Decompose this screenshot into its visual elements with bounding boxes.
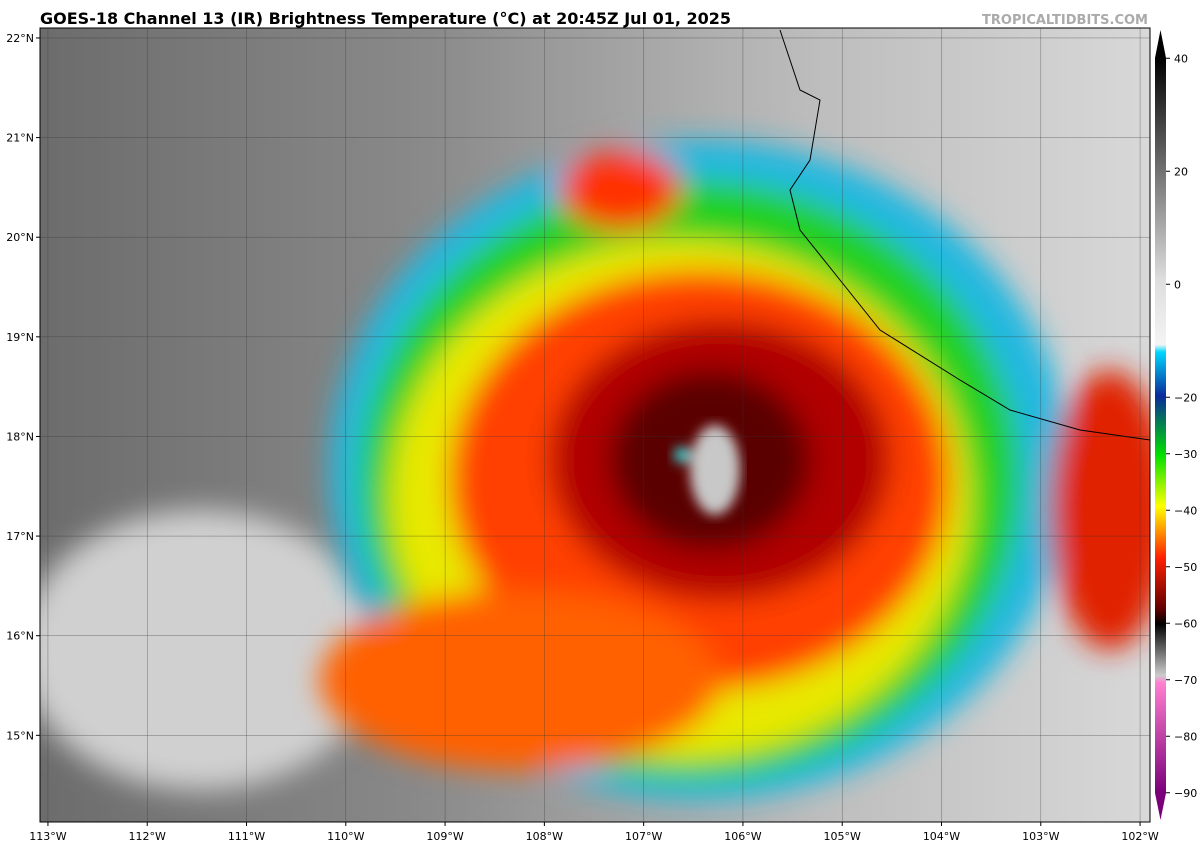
- colorbar: [1155, 58, 1166, 793]
- colorbar-extend-bottom: [1155, 793, 1166, 820]
- lat-label: 20°N: [6, 231, 34, 244]
- colorbar-label: −40: [1174, 504, 1197, 517]
- colorbar-extend-top: [1155, 30, 1166, 58]
- lat-label: 19°N: [6, 331, 34, 344]
- colorbar-label: −60: [1174, 617, 1197, 630]
- lon-label: 111°W: [228, 830, 265, 843]
- lat-label: 21°N: [6, 132, 34, 145]
- lat-label: 17°N: [6, 530, 34, 543]
- lon-label: 110°W: [327, 830, 364, 843]
- lon-label: 105°W: [824, 830, 861, 843]
- colorbar-label: −80: [1174, 730, 1197, 743]
- lon-label: 106°W: [724, 830, 761, 843]
- colorbar-label: −90: [1174, 787, 1197, 800]
- lat-label: 15°N: [6, 729, 34, 742]
- satellite-image: [40, 28, 1150, 822]
- title: GOES-18 Channel 13 (IR) Brightness Tempe…: [40, 9, 731, 28]
- colorbar-label: 20: [1174, 165, 1188, 178]
- lon-label: 103°W: [1022, 830, 1059, 843]
- lat-label: 18°N: [6, 430, 34, 443]
- colorbar-label: −70: [1174, 674, 1197, 687]
- colorbar-label: −30: [1174, 448, 1197, 461]
- lon-label: 108°W: [526, 830, 563, 843]
- lat-label: 22°N: [6, 32, 34, 45]
- lon-label: 112°W: [129, 830, 166, 843]
- colorbar-label: −50: [1174, 561, 1197, 574]
- map-frame: [39, 27, 1151, 823]
- colorbar-label: −20: [1174, 391, 1197, 404]
- lon-label: 102°W: [1121, 830, 1158, 843]
- lon-label: 113°W: [29, 830, 66, 843]
- lat-label: 16°N: [6, 630, 34, 643]
- lon-label: 109°W: [426, 830, 463, 843]
- lon-label: 107°W: [625, 830, 662, 843]
- credit: TROPICALTIDBITS.COM: [982, 13, 1148, 28]
- lon-label: 104°W: [923, 830, 960, 843]
- colorbar-label: 0: [1174, 278, 1181, 291]
- colorbar-label: 40: [1174, 52, 1188, 65]
